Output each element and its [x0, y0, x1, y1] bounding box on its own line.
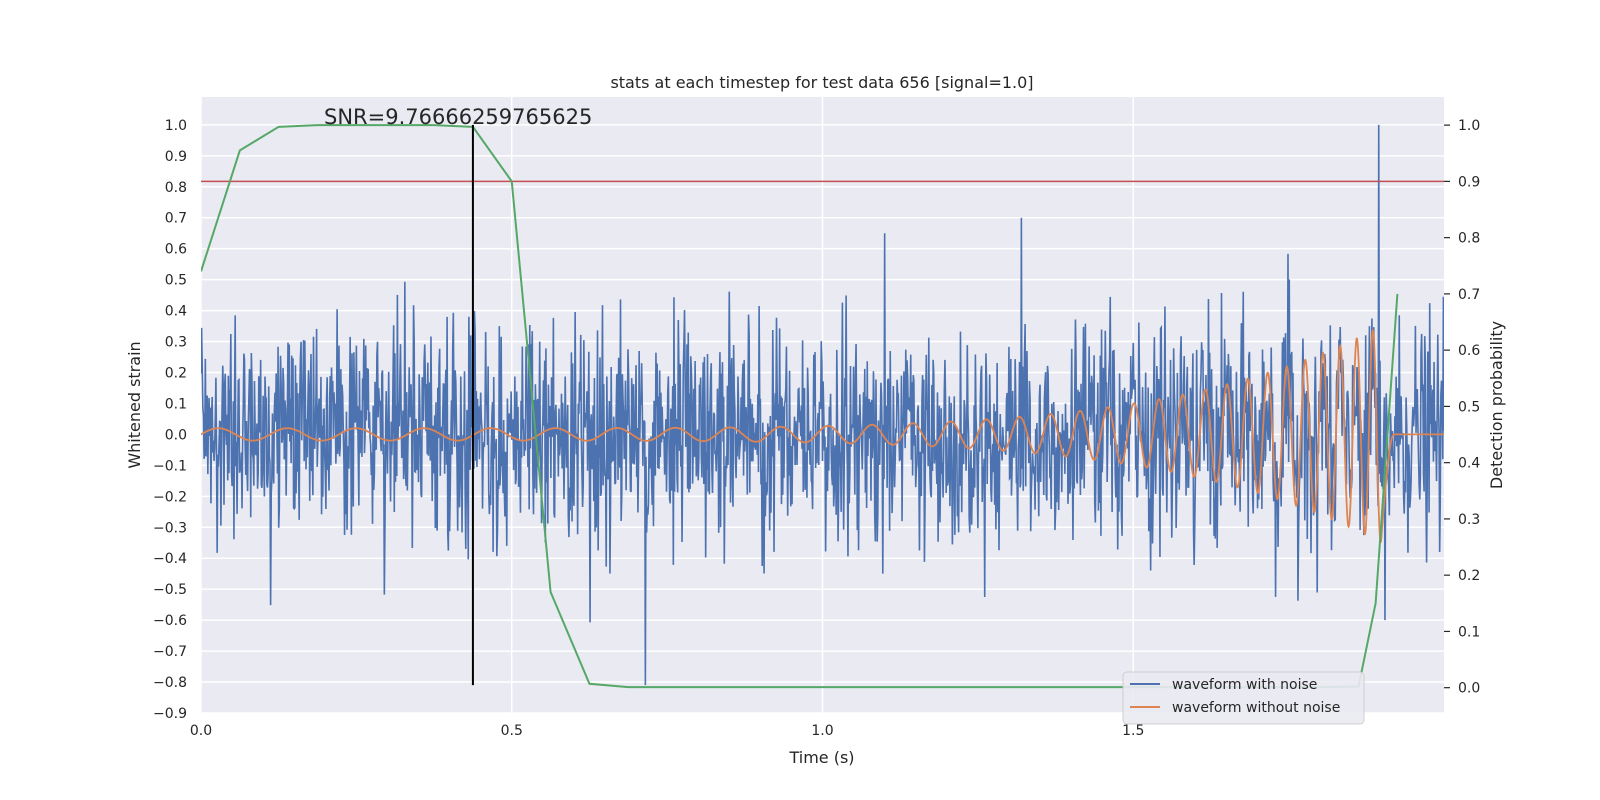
y-axis-left-label: Whitened strain [125, 341, 144, 468]
y-right-tick-label: 1.0 [1458, 118, 1480, 134]
x-tick-label: 0.5 [501, 723, 523, 739]
y-left-tick-label: 1.0 [165, 118, 187, 134]
y-right-tick-label: 0.4 [1458, 456, 1480, 472]
y-left-tick-label: −0.2 [153, 489, 187, 505]
y-left-tick-label: −0.9 [153, 706, 187, 722]
legend-box [1122, 671, 1365, 725]
y-right-tick-label: 0.7 [1458, 287, 1480, 303]
y-left-tick-label: 0.4 [165, 304, 187, 320]
series-waveform-without-noise [201, 328, 1444, 544]
y-left-tick-label: 0.3 [165, 335, 187, 351]
y-left-tick-label: −0.5 [153, 582, 187, 598]
snr-annotation: SNR=9.76666259765625 [324, 105, 592, 129]
y-right-tick-label: 0.2 [1458, 568, 1480, 584]
y-left-tick-label: 0.9 [165, 149, 187, 165]
y-left-tick-label: −0.7 [153, 644, 187, 660]
y-right-tick-label: 0.6 [1458, 343, 1480, 359]
y-axis-right-label: Detection probability [1487, 321, 1506, 489]
x-axis-label: Time (s) [788, 748, 854, 767]
y-right-tick-label: 0.8 [1458, 231, 1480, 247]
y-left-tick-label: 0.5 [165, 273, 187, 289]
y-left-tick-label: 0.8 [165, 180, 187, 196]
x-tick-label: 0.0 [190, 723, 212, 739]
legend-label-noise: waveform with noise [1172, 677, 1317, 693]
chart-title: stats at each timestep for test data 656… [610, 73, 1033, 92]
y-left-tick-label: −0.3 [153, 520, 187, 536]
y-right-tick-label: 0.5 [1458, 399, 1480, 415]
y-left-tick-label: 0.6 [165, 242, 187, 258]
y-right-tick-label: 0.3 [1458, 512, 1480, 528]
y-left-tick-label: 0.2 [165, 365, 187, 381]
y-right-tick-label: 0.1 [1458, 624, 1480, 640]
legend: waveform with noise waveform without noi… [1122, 671, 1365, 725]
y-left-tick-label: −0.8 [153, 675, 187, 691]
y-left-tick-label: −0.1 [153, 458, 187, 474]
series-waveform-with-noise [201, 124, 1444, 686]
y-left-tick-label: −0.4 [153, 551, 187, 567]
y-left-tick-label: 0.1 [165, 396, 187, 412]
x-tick-label: 1.5 [1122, 723, 1144, 739]
legend-label-clean: waveform without noise [1172, 700, 1340, 716]
x-tick-label: 1.0 [811, 723, 833, 739]
y-left-tick-label: 0.0 [165, 427, 187, 443]
y-right-tick-label: 0.0 [1458, 681, 1480, 697]
y-right-tick-label: 0.9 [1458, 174, 1480, 190]
y-left-tick-label: 0.7 [165, 211, 187, 227]
y-left-tick-label: −0.6 [153, 613, 187, 629]
